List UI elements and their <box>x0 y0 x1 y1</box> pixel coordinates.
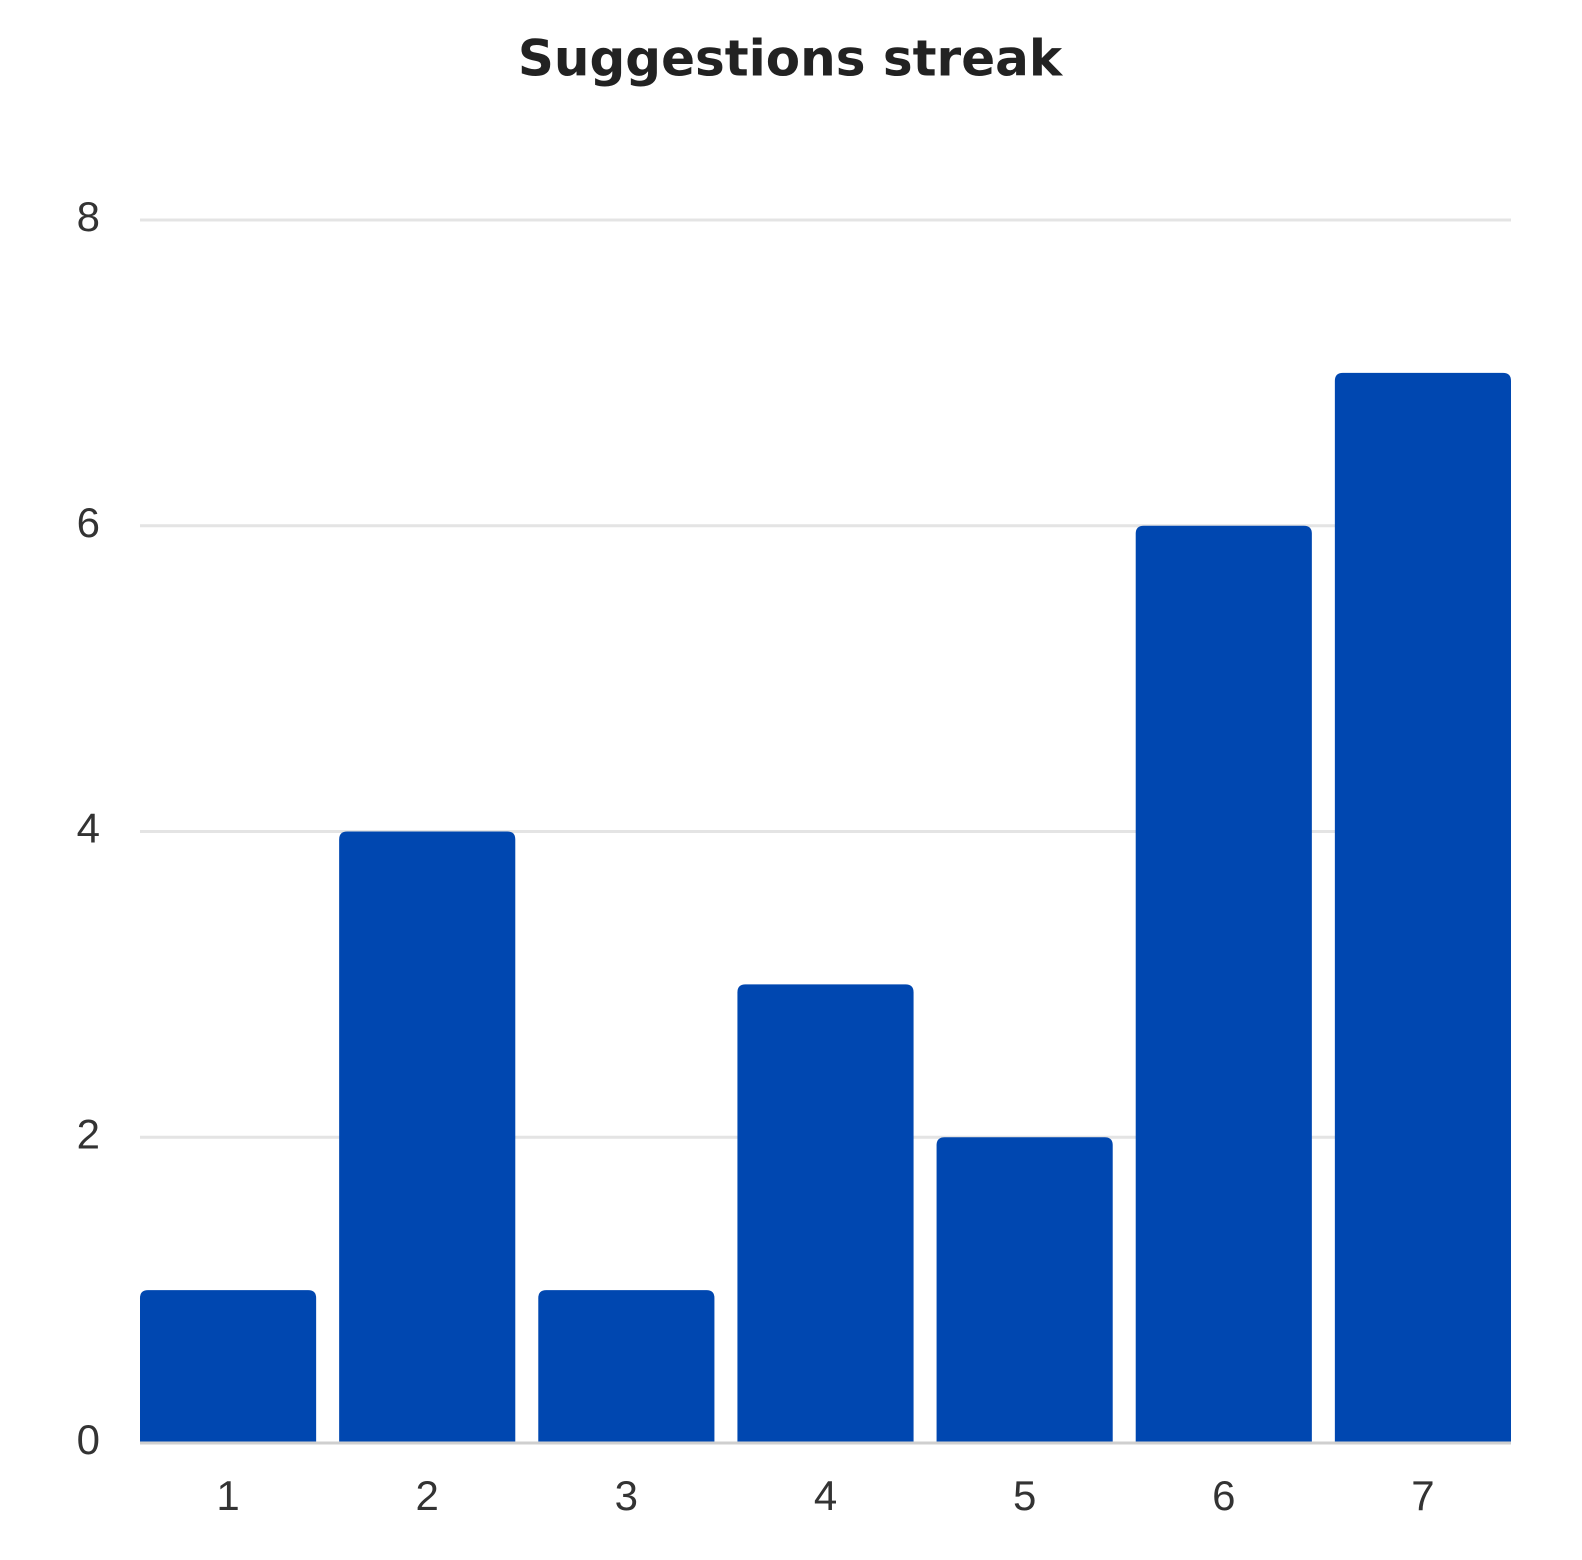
bar <box>140 1290 317 1443</box>
bar <box>1135 525 1312 1443</box>
bar <box>339 831 516 1443</box>
x-tick-label: 1 <box>216 1472 239 1519</box>
x-tick-label: 3 <box>615 1472 638 1519</box>
x-tick-label: 7 <box>1411 1472 1434 1519</box>
bar <box>1334 372 1511 1443</box>
y-tick-label: 8 <box>77 193 100 240</box>
y-tick-label: 4 <box>77 805 100 852</box>
y-tick-label: 2 <box>77 1110 100 1157</box>
bar <box>538 1290 715 1443</box>
bar <box>737 984 914 1443</box>
y-tick-label: 0 <box>77 1416 100 1463</box>
bar <box>936 1137 1113 1443</box>
y-tick-label: 6 <box>77 499 100 546</box>
x-tick-label: 6 <box>1212 1472 1235 1519</box>
x-tick-label: 2 <box>416 1472 439 1519</box>
x-tick-label: 4 <box>814 1472 837 1519</box>
x-tick-label: 5 <box>1013 1472 1036 1519</box>
chart-title: Suggestions streak <box>518 30 1064 88</box>
